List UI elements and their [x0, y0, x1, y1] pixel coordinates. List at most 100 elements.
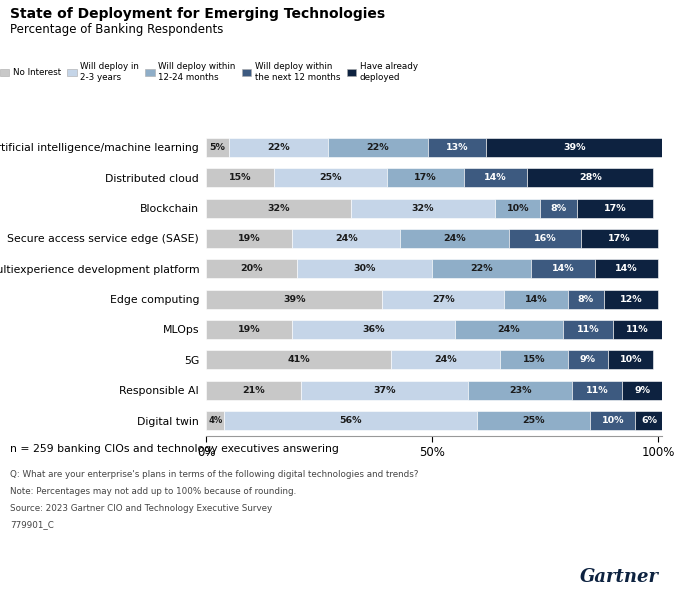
Text: 4%: 4%	[208, 416, 222, 425]
Text: 30%: 30%	[353, 264, 375, 273]
Text: 24%: 24%	[443, 234, 466, 243]
Bar	[464, 168, 527, 187]
Bar	[577, 199, 654, 218]
Bar	[297, 260, 432, 278]
Text: 10%: 10%	[506, 204, 529, 213]
Text: 6%: 6%	[641, 416, 657, 425]
Bar	[224, 411, 477, 430]
Bar	[455, 320, 563, 339]
Text: 27%: 27%	[432, 294, 455, 304]
Bar	[477, 411, 590, 430]
Bar	[504, 290, 568, 308]
Text: 14%: 14%	[615, 264, 637, 273]
Text: 10%: 10%	[620, 355, 642, 364]
Bar	[387, 168, 464, 187]
Text: 28%: 28%	[579, 173, 602, 182]
Text: 17%: 17%	[414, 173, 437, 182]
Text: 39%: 39%	[283, 294, 306, 304]
Text: 9%: 9%	[580, 355, 596, 364]
Bar	[486, 138, 662, 157]
Bar	[328, 138, 427, 157]
Text: 16%: 16%	[534, 234, 556, 243]
Text: 21%: 21%	[242, 386, 265, 395]
Text: 11%: 11%	[627, 325, 649, 334]
Text: 17%: 17%	[604, 204, 627, 213]
Bar	[572, 381, 622, 400]
Bar	[612, 320, 662, 339]
Text: 14%: 14%	[484, 173, 506, 182]
Text: 24%: 24%	[498, 325, 521, 334]
Text: 36%: 36%	[362, 325, 385, 334]
Bar	[206, 199, 351, 218]
Text: Q: What are your enterprise's plans in terms of the following digital technologi: Q: What are your enterprise's plans in t…	[10, 470, 418, 479]
Bar	[622, 381, 662, 400]
Text: 25%: 25%	[523, 416, 545, 425]
Bar	[581, 229, 658, 248]
Text: 8%: 8%	[550, 204, 566, 213]
Text: 17%: 17%	[608, 234, 631, 243]
Bar	[590, 411, 635, 430]
Text: 19%: 19%	[238, 325, 260, 334]
Text: 9%: 9%	[634, 386, 650, 395]
Bar	[400, 229, 509, 248]
Text: 10%: 10%	[602, 416, 624, 425]
Text: 14%: 14%	[525, 294, 548, 304]
Text: 22%: 22%	[267, 143, 290, 152]
Text: 11%: 11%	[585, 386, 608, 395]
Text: 32%: 32%	[267, 204, 290, 213]
Text: 56%: 56%	[339, 416, 362, 425]
Text: 12%: 12%	[619, 294, 642, 304]
Text: 13%: 13%	[445, 143, 468, 152]
Text: 39%: 39%	[563, 143, 585, 152]
Text: 20%: 20%	[240, 264, 262, 273]
Text: 15%: 15%	[523, 355, 545, 364]
Bar	[527, 168, 654, 187]
Bar	[500, 350, 568, 369]
Bar	[608, 350, 654, 369]
Bar	[351, 199, 496, 218]
Text: Percentage of Banking Respondents: Percentage of Banking Respondents	[10, 23, 224, 36]
Legend: No Interest, Will deploy in
2-3 years, Will deploy within
12-24 months, Will dep: No Interest, Will deploy in 2-3 years, W…	[0, 63, 418, 82]
Bar	[604, 290, 658, 308]
Text: 24%: 24%	[335, 234, 358, 243]
Bar	[274, 168, 387, 187]
Bar	[206, 229, 292, 248]
Bar	[509, 229, 581, 248]
Bar	[427, 138, 486, 157]
Bar	[391, 350, 500, 369]
Text: 41%: 41%	[287, 355, 310, 364]
Bar	[635, 411, 662, 430]
Bar	[206, 290, 383, 308]
Text: 14%: 14%	[552, 264, 575, 273]
Bar	[563, 320, 612, 339]
Text: 32%: 32%	[412, 204, 434, 213]
Text: n = 259 banking CIOs and technology executives answering: n = 259 banking CIOs and technology exec…	[10, 444, 339, 454]
Text: State of Deployment for Emerging Technologies: State of Deployment for Emerging Technol…	[10, 7, 385, 21]
Bar	[292, 229, 400, 248]
Text: 11%: 11%	[577, 325, 599, 334]
Bar	[228, 138, 328, 157]
Text: 8%: 8%	[577, 294, 594, 304]
Text: 25%: 25%	[319, 173, 341, 182]
Text: 779901_C: 779901_C	[10, 520, 54, 529]
Bar	[206, 350, 391, 369]
Bar	[292, 320, 455, 339]
Text: Note: Percentages may not add up to 100% because of rounding.: Note: Percentages may not add up to 100%…	[10, 487, 296, 496]
Bar	[383, 290, 504, 308]
Text: 37%: 37%	[373, 386, 396, 395]
Bar	[206, 260, 297, 278]
Bar	[468, 381, 572, 400]
Bar	[595, 260, 658, 278]
Bar	[496, 199, 541, 218]
Bar	[531, 260, 595, 278]
Bar	[206, 138, 228, 157]
Text: 24%: 24%	[434, 355, 457, 364]
Text: 23%: 23%	[509, 386, 531, 395]
Bar	[301, 381, 468, 400]
Bar	[541, 199, 577, 218]
Text: 19%: 19%	[238, 234, 260, 243]
Bar	[206, 168, 274, 187]
Text: 22%: 22%	[366, 143, 389, 152]
Text: 15%: 15%	[228, 173, 251, 182]
Text: 22%: 22%	[470, 264, 493, 273]
